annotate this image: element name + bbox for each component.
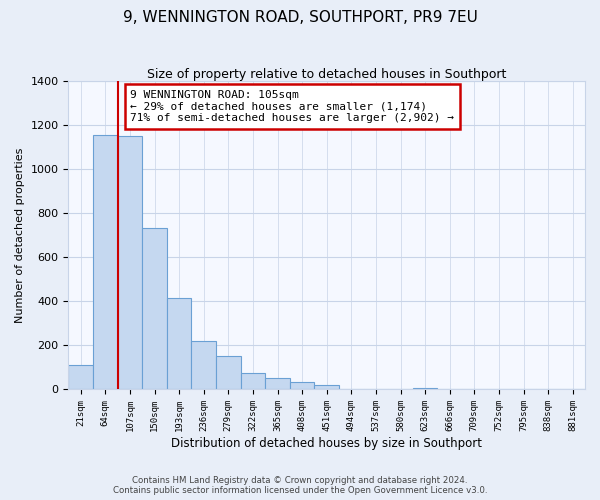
Y-axis label: Number of detached properties: Number of detached properties xyxy=(15,148,25,322)
Bar xyxy=(290,382,314,390)
Text: 9 WENNINGTON ROAD: 105sqm
← 29% of detached houses are smaller (1,174)
71% of se: 9 WENNINGTON ROAD: 105sqm ← 29% of detac… xyxy=(130,90,454,123)
Text: 9, WENNINGTON ROAD, SOUTHPORT, PR9 7EU: 9, WENNINGTON ROAD, SOUTHPORT, PR9 7EU xyxy=(122,10,478,25)
Bar xyxy=(68,365,93,390)
Bar xyxy=(314,385,339,390)
Bar xyxy=(167,298,191,390)
Bar xyxy=(118,136,142,390)
Bar xyxy=(241,373,265,390)
Bar xyxy=(265,378,290,390)
Bar xyxy=(93,134,118,390)
Text: Contains HM Land Registry data © Crown copyright and database right 2024.
Contai: Contains HM Land Registry data © Crown c… xyxy=(113,476,487,495)
Bar xyxy=(216,356,241,390)
Title: Size of property relative to detached houses in Southport: Size of property relative to detached ho… xyxy=(147,68,506,80)
Bar xyxy=(191,341,216,390)
Bar xyxy=(142,228,167,390)
Bar xyxy=(413,388,437,390)
X-axis label: Distribution of detached houses by size in Southport: Distribution of detached houses by size … xyxy=(171,437,482,450)
